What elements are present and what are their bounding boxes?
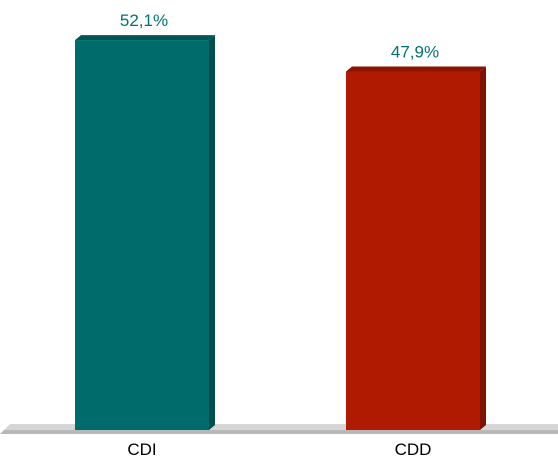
chart-floor xyxy=(0,430,558,434)
bar-CDI-top xyxy=(75,35,215,41)
data-label-CDD: 47,9% xyxy=(391,43,439,62)
bar-CDI-side xyxy=(209,35,215,431)
bar-CDI xyxy=(75,40,209,431)
data-label-CDI: 52,1% xyxy=(120,11,168,30)
category-label-CDI: CDI xyxy=(127,440,156,459)
bar-CDD-side xyxy=(480,66,486,430)
bar-CDD-top xyxy=(346,66,486,72)
bar-CDD xyxy=(346,71,480,430)
category-label-CDD: CDD xyxy=(395,440,432,459)
